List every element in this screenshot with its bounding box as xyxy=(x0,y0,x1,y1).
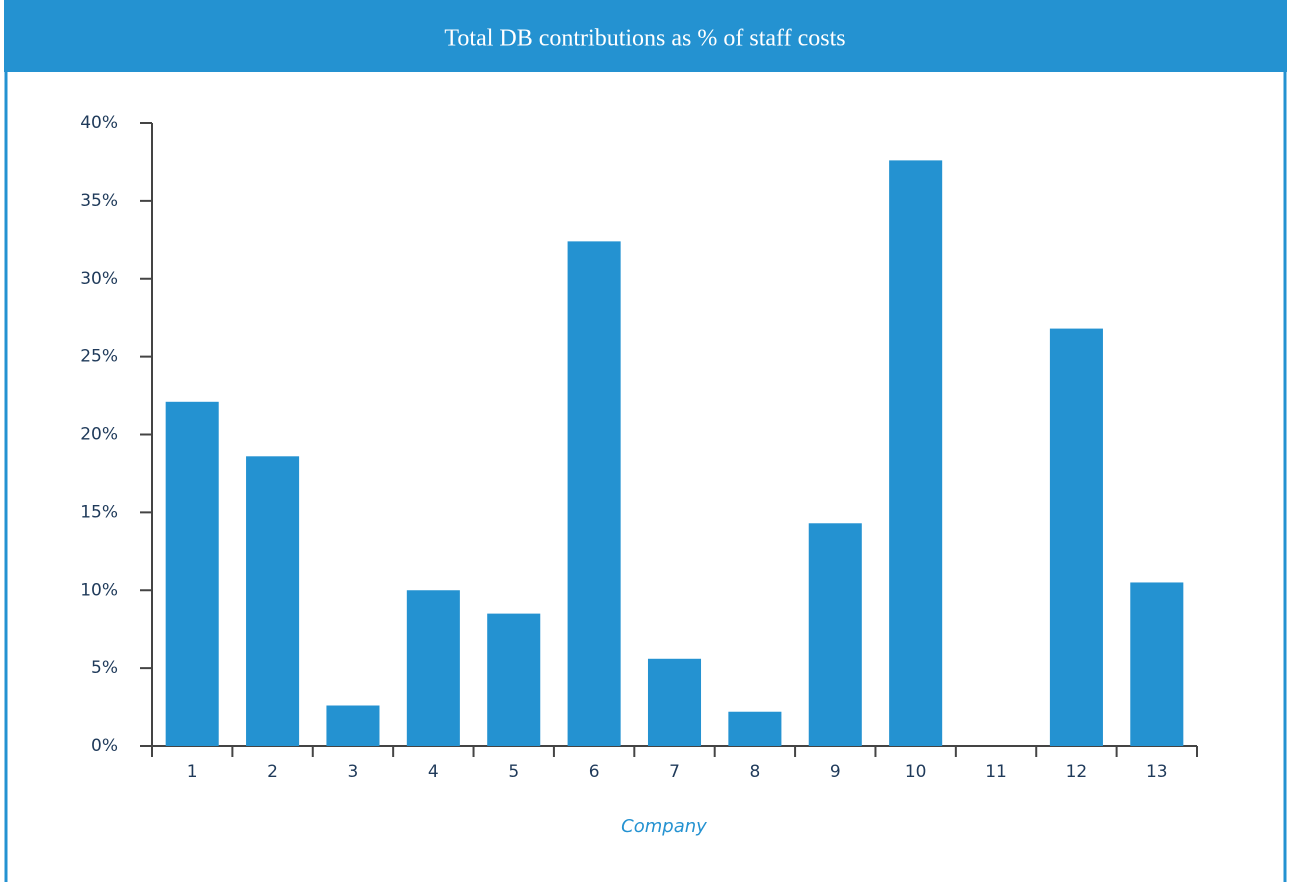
chart-title: Total DB contributions as % of staff cos… xyxy=(444,26,845,52)
x-tick-label: 2 xyxy=(267,762,278,782)
x-tick-label: 12 xyxy=(1066,762,1088,782)
x-tick-label: 9 xyxy=(830,762,841,782)
bar xyxy=(1130,582,1184,746)
x-tick-label: 6 xyxy=(589,762,600,782)
y-tick-label: 10% xyxy=(80,580,118,600)
x-tick-label: 8 xyxy=(749,762,760,782)
x-tick-label: 5 xyxy=(508,762,519,782)
bar xyxy=(889,160,943,746)
x-tick-label: 1 xyxy=(187,762,198,782)
bar xyxy=(487,613,541,746)
y-tick-label: 35% xyxy=(80,191,118,211)
bar xyxy=(567,241,621,746)
bar xyxy=(1049,328,1103,746)
bar xyxy=(728,711,782,746)
y-tick-label: 5% xyxy=(91,658,118,678)
y-tick-label: 25% xyxy=(80,347,118,367)
x-tick-label: 3 xyxy=(348,762,359,782)
x-tick-label: 11 xyxy=(985,762,1007,782)
bar xyxy=(326,705,380,746)
y-tick-label: 0% xyxy=(91,736,118,756)
y-tick-label: 20% xyxy=(80,425,118,445)
y-tick-label: 15% xyxy=(80,502,118,522)
y-tick-label: 30% xyxy=(80,269,118,289)
bar xyxy=(165,401,219,746)
bar xyxy=(246,456,300,746)
x-axis-label: Company xyxy=(621,816,707,837)
x-tick-label: 7 xyxy=(669,762,680,782)
bar xyxy=(406,590,460,746)
bar xyxy=(808,523,862,746)
y-tick-label: 40% xyxy=(80,113,118,133)
x-tick-label: 10 xyxy=(905,762,927,782)
header-band xyxy=(4,0,1287,72)
x-tick-label: 13 xyxy=(1146,762,1168,782)
bar xyxy=(647,658,702,746)
x-tick-label: 4 xyxy=(428,762,439,782)
